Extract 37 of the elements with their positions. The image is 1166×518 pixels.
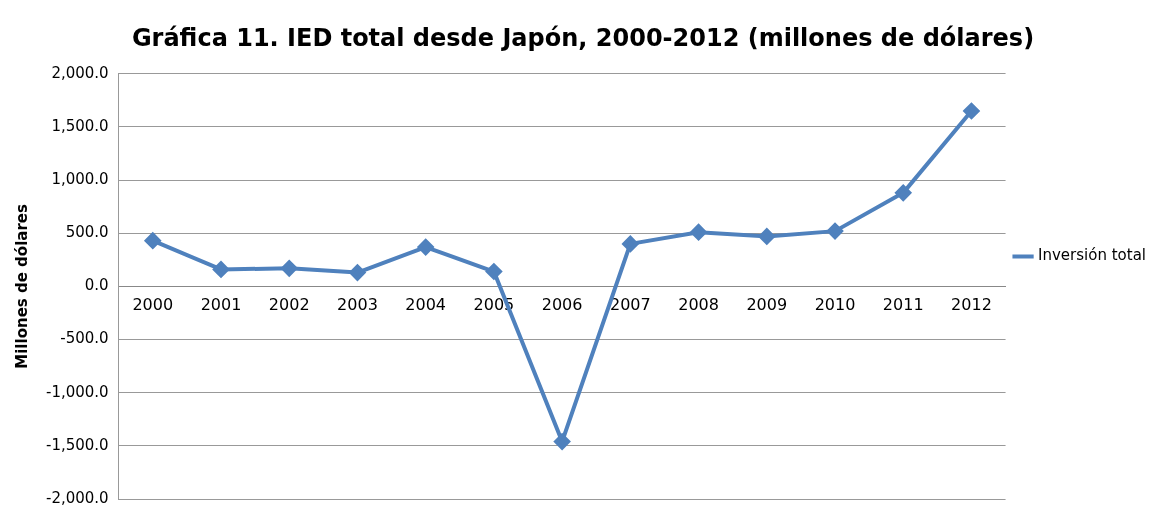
x-tick-label: 2009 [746, 295, 788, 315]
point [554, 433, 571, 450]
point [758, 228, 775, 245]
x-tick-label: 2002 [268, 295, 310, 315]
x-tick-label: 2008 [678, 295, 719, 315]
x-tick-label: 2000 [132, 295, 174, 315]
y-tick-label: 2,000.0 [51, 63, 109, 82]
point [622, 235, 639, 252]
x-tick-label: 2004 [405, 295, 447, 315]
point [417, 239, 434, 256]
y-tick-label: 1,000.0 [51, 169, 109, 188]
point [281, 260, 298, 277]
point [485, 263, 502, 280]
legend-label: Inversión total [1038, 246, 1146, 265]
x-tick-label: 2011 [882, 295, 924, 315]
chart-title: Gráfica 11. IED total desde Japón, 2000-2012 (millones de dólares) [131, 23, 1035, 52]
y-axis-title: Millones de dólares [12, 204, 31, 369]
x-tick-label: 2006 [541, 295, 583, 315]
y-tick-label: -1,500.0 [45, 435, 109, 454]
x-tick-label: 2003 [337, 295, 378, 315]
y-tick-label: 0.0 [84, 276, 109, 295]
point [963, 103, 980, 120]
x-tick-label: 2007 [609, 295, 651, 315]
point [827, 223, 844, 240]
y-tick-label: 500.0 [65, 223, 109, 242]
y-tick-label: -1,000.0 [45, 382, 109, 401]
point [144, 232, 161, 249]
point [895, 184, 912, 201]
point [349, 264, 366, 281]
y-tick-label: 1,500.0 [51, 116, 109, 135]
point [690, 224, 707, 241]
x-tick-label: 2001 [200, 295, 242, 315]
point [213, 261, 229, 278]
x-tick-label: 2012 [951, 295, 992, 315]
y-tick-label: -2,000.0 [45, 488, 109, 507]
x-tick-label: 2010 [814, 295, 856, 315]
y-tick-label: -500.0 [60, 329, 109, 348]
